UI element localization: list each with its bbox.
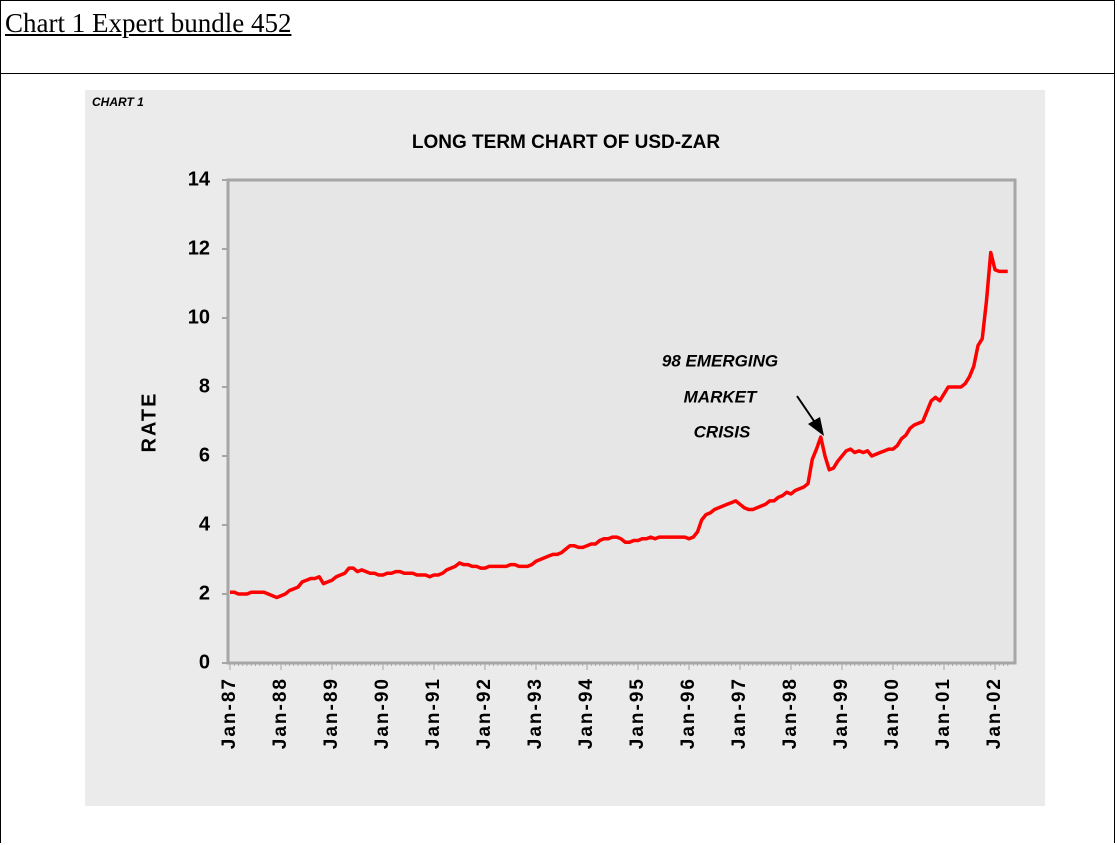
x-tick-label: Jan-02 [984,677,1005,749]
header: Chart 1 Expert bundle 452 [0,0,1115,74]
annotation: MARKET [684,387,758,406]
chart-label: CHART 1 [92,95,144,109]
plot-area [226,178,1017,665]
y-tick-label: 2 [199,582,210,604]
x-tick-label: Jan-91 [423,677,444,749]
x-tick-label: Jan-87 [219,677,240,749]
annotation-arrow [796,395,817,425]
annotation-arrowhead [808,417,824,436]
y-tick-label: 12 [188,237,210,259]
y-tick-label: 14 [188,168,211,190]
annotation: CRISIS [694,422,751,441]
x-tick-label: Jan-98 [780,677,801,749]
y-tick-label: 4 [199,513,211,535]
x-tick-label: Jan-99 [831,677,852,749]
x-tick-label: Jan-01 [933,677,954,749]
y-tick-label: 8 [199,375,210,397]
x-tick-label: Jan-93 [525,677,546,749]
chart-title: LONG TERM CHART OF USD-ZAR [412,132,720,153]
x-tick-label: Jan-92 [474,677,495,749]
x-tick-label: Jan-00 [882,677,903,749]
y-axis-label: RATE [138,392,160,453]
y-tick-label: 6 [199,444,210,466]
y-tick-label: 10 [188,306,210,328]
annotation: 98 EMERGING [662,351,778,370]
x-tick-label: Jan-96 [678,677,699,749]
x-tick-label: Jan-89 [321,677,342,749]
x-tick-label: Jan-90 [372,677,393,749]
x-tick-label: Jan-97 [729,677,750,749]
data-line [230,250,1008,600]
y-tick-label: 0 [199,651,210,673]
x-tick-label: Jan-88 [270,677,291,749]
x-tick-label: Jan-95 [627,677,648,749]
header-title: Chart 1 Expert bundle 452 [5,8,292,38]
x-tick-label: Jan-94 [576,677,597,749]
